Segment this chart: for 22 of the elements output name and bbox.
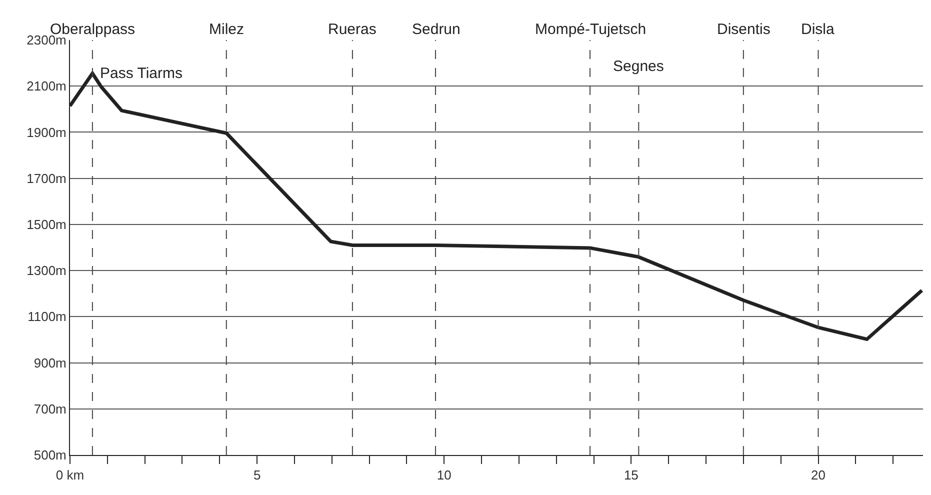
x-tick-label: 5 [253,468,261,483]
ref-line-label: Disentis [717,21,770,38]
y-tick-label: 2100m [26,78,66,94]
y-tick-label: 1700m [26,170,66,186]
x-tick-label: 10 [436,468,452,483]
y-tick-label: 1100m [28,309,66,324]
ref-line-label: Disla [801,21,835,38]
annotation: Pass Tiarms [100,65,183,82]
y-tick-label: 900m [34,355,66,370]
x-tick-label: 20 [811,468,826,483]
y-tick-label: 1500m [26,216,66,232]
ref-line-label: Rueras [328,21,376,38]
y-tick-label: 500m [34,448,66,463]
ref-line-label: Mompé-Tujetsch [535,21,646,38]
y-tick-label: 700m [34,401,66,416]
y-tick-label: 1300m [26,263,66,278]
ref-line-label: Segnes [613,58,664,75]
ref-line-label: Milez [209,21,244,38]
ref-line-label: Sedrun [412,21,460,38]
x-tick-label: 15 [624,468,638,483]
x-tick-label: 0 km [56,468,84,483]
y-tick-label: 1900m [26,124,66,140]
